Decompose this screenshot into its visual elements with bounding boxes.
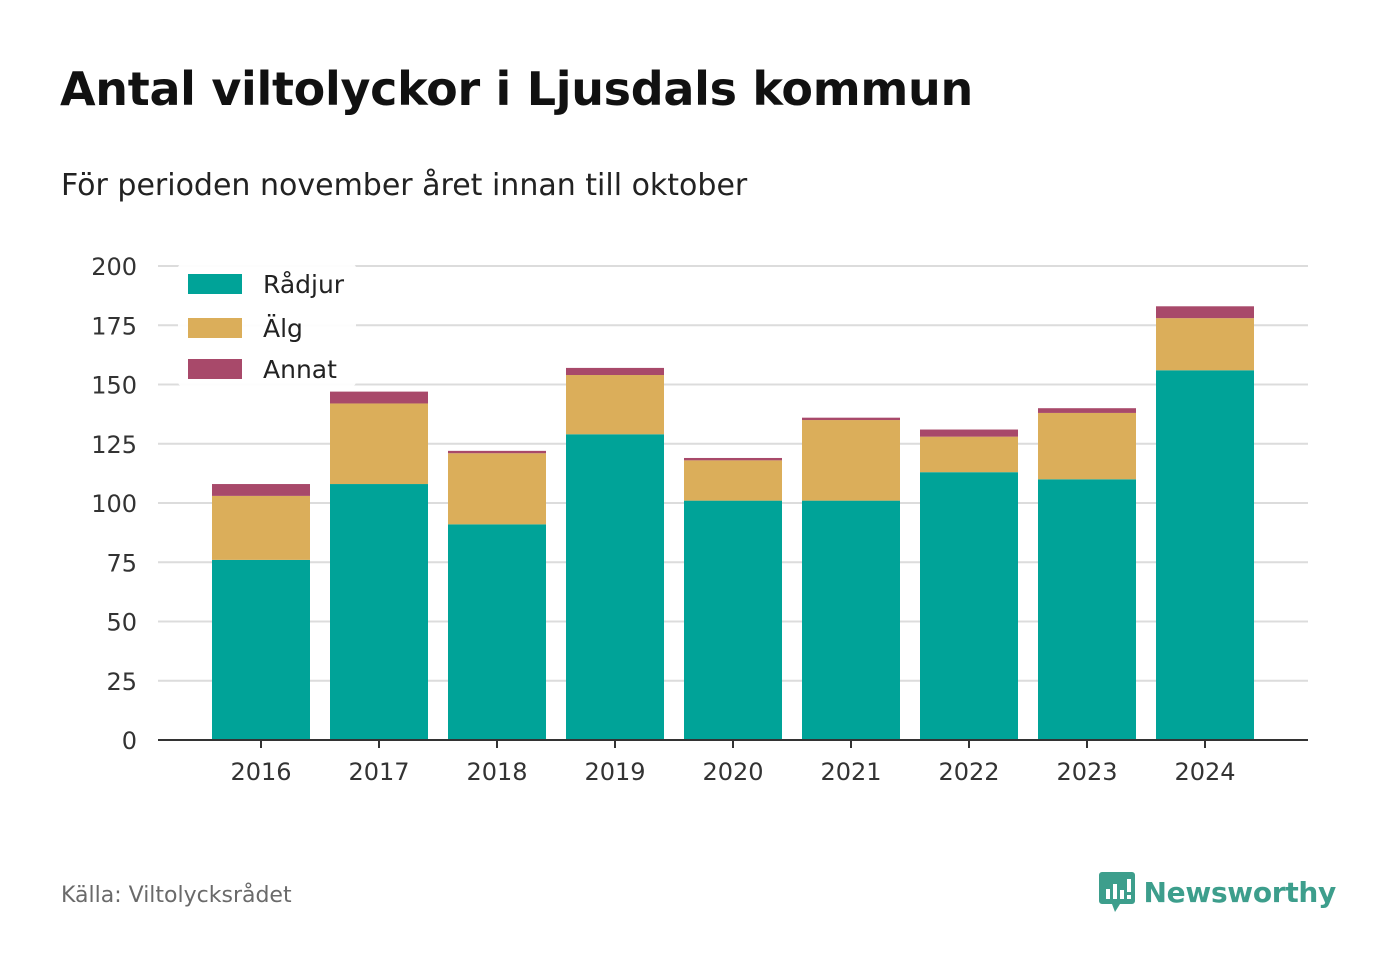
x-tick-label: 2020	[702, 758, 763, 786]
bars	[212, 306, 1254, 740]
bar-segment-rådjur-2024	[1156, 370, 1254, 740]
y-tick-label: 175	[91, 312, 137, 340]
source-note: Källa: Viltolycksrådet	[61, 883, 292, 908]
bar-segment-älg-2023	[1038, 412, 1136, 480]
bar-segment-annat-2017	[330, 391, 428, 404]
y-tick-label: 50	[106, 609, 137, 637]
bar-segment-annat-2020	[684, 457, 782, 461]
chart-subtitle: För perioden november året innan till ok…	[61, 168, 748, 203]
chart-title: Antal viltolyckor i Ljusdals kommun	[60, 62, 973, 116]
y-tick-label: 125	[91, 431, 137, 459]
x-tick-label: 2022	[938, 758, 999, 786]
bar-segment-rådjur-2023	[1038, 479, 1136, 740]
bar-segment-annat-2016	[212, 484, 310, 496]
y-tick-label: 100	[91, 490, 137, 518]
x-tick-label: 2019	[584, 758, 645, 786]
bar-segment-annat-2023	[1038, 408, 1136, 413]
x-tick-label: 2017	[348, 758, 409, 786]
legend-swatch	[188, 318, 242, 338]
bar-segment-annat-2018	[448, 450, 546, 454]
bar-segment-rådjur-2022	[920, 472, 1018, 740]
y-axis: 0 25 50 75 100 125 150 175 200	[91, 253, 137, 755]
bar-segment-rådjur-2020	[684, 500, 782, 740]
bar-segment-rådjur-2019	[566, 434, 664, 740]
bar-segment-rådjur-2016	[212, 559, 310, 740]
x-tick-label: 2016	[230, 758, 291, 786]
x-tick-label: 2018	[466, 758, 527, 786]
bar-segment-annat-2022	[920, 429, 1018, 437]
bar-segment-älg-2021	[802, 420, 900, 501]
y-tick-label: 25	[106, 668, 137, 696]
bar-segment-älg-2022	[920, 436, 1018, 473]
bar-segment-annat-2019	[566, 367, 664, 376]
bar-segment-rådjur-2018	[448, 524, 546, 740]
y-tick-label: 200	[91, 253, 137, 281]
y-tick-label: 75	[106, 549, 137, 577]
bar-segment-rådjur-2021	[802, 500, 900, 740]
bar-segment-älg-2017	[330, 403, 428, 485]
bar-segment-älg-2016	[212, 495, 310, 560]
legend-swatch	[188, 274, 242, 294]
x-tick-label: 2021	[820, 758, 881, 786]
x-tick-label: 2023	[1056, 758, 1117, 786]
legend-label: Annat	[263, 355, 337, 384]
bar-segment-älg-2020	[684, 460, 782, 501]
y-tick-label: 150	[91, 372, 137, 400]
brand-logo: Newsworthy	[1098, 870, 1336, 914]
stacked-bar-chart: 2016 2017 2018 2019 2020 2021 2022 2023 2024 0 25…	[91, 253, 1308, 786]
x-tick-label: 2024	[1174, 758, 1235, 786]
y-tick-label: 0	[122, 727, 137, 755]
bar-segment-älg-2019	[566, 375, 664, 435]
legend-label: Rådjur	[263, 270, 345, 299]
legend: Rådjur Älg Annat	[178, 264, 356, 386]
newsworthy-logo-icon	[1098, 872, 1135, 912]
legend-background	[178, 264, 356, 386]
x-axis: 2016 2017 2018 2019 2020 2021 2022 2023 2024	[158, 739, 1308, 786]
bar-segment-annat-2024	[1156, 306, 1254, 319]
legend-label: Älg	[263, 314, 303, 343]
bar-segment-annat-2021	[802, 417, 900, 421]
bar-segment-rådjur-2017	[330, 484, 428, 740]
bar-segment-älg-2018	[448, 453, 546, 525]
bar-segment-älg-2024	[1156, 318, 1254, 371]
legend-swatch	[188, 359, 242, 379]
brand-name: Newsworthy	[1143, 875, 1337, 909]
